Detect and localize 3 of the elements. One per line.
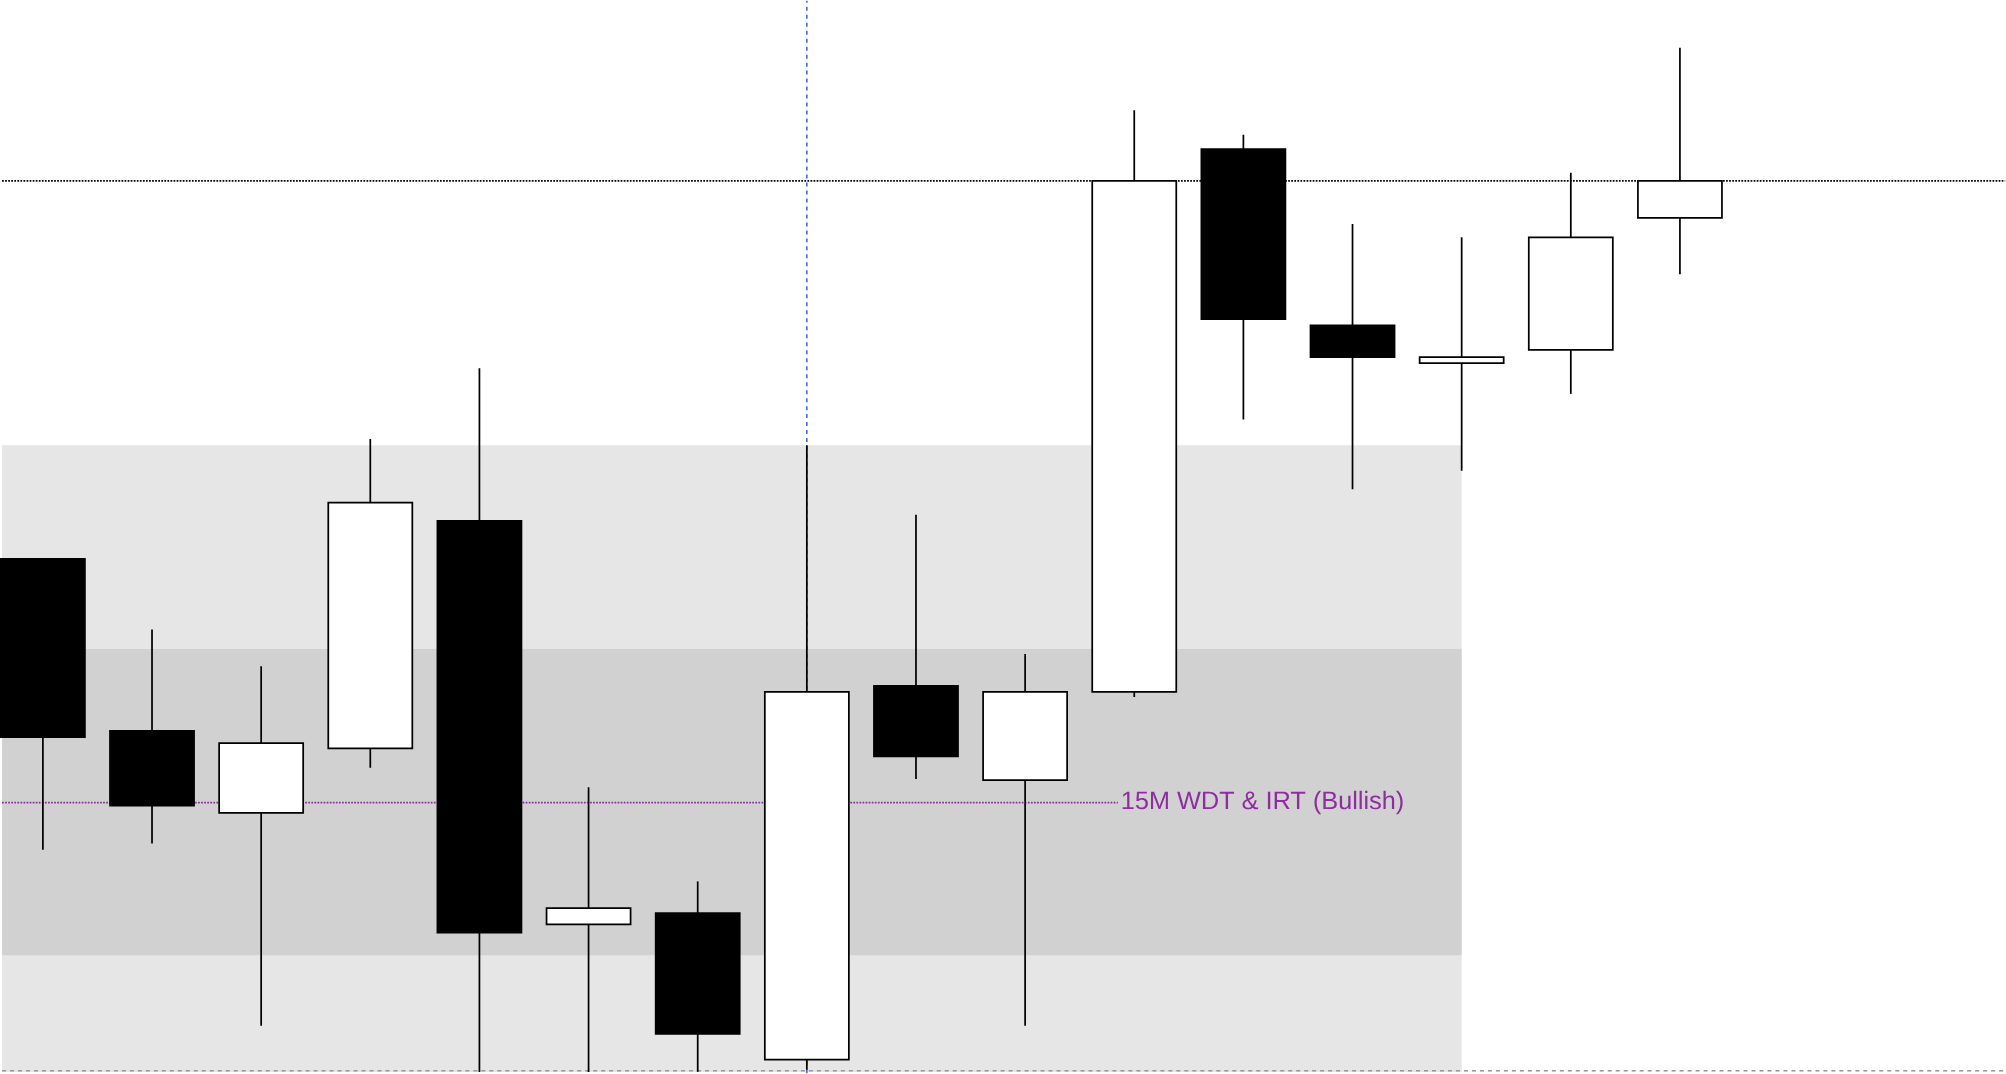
candlestick bbox=[1418, 236, 1505, 472]
candlestick bbox=[545, 786, 632, 1073]
ref-line-label: 15M WDT & IRT (Bullish) bbox=[1122, 790, 1403, 815]
